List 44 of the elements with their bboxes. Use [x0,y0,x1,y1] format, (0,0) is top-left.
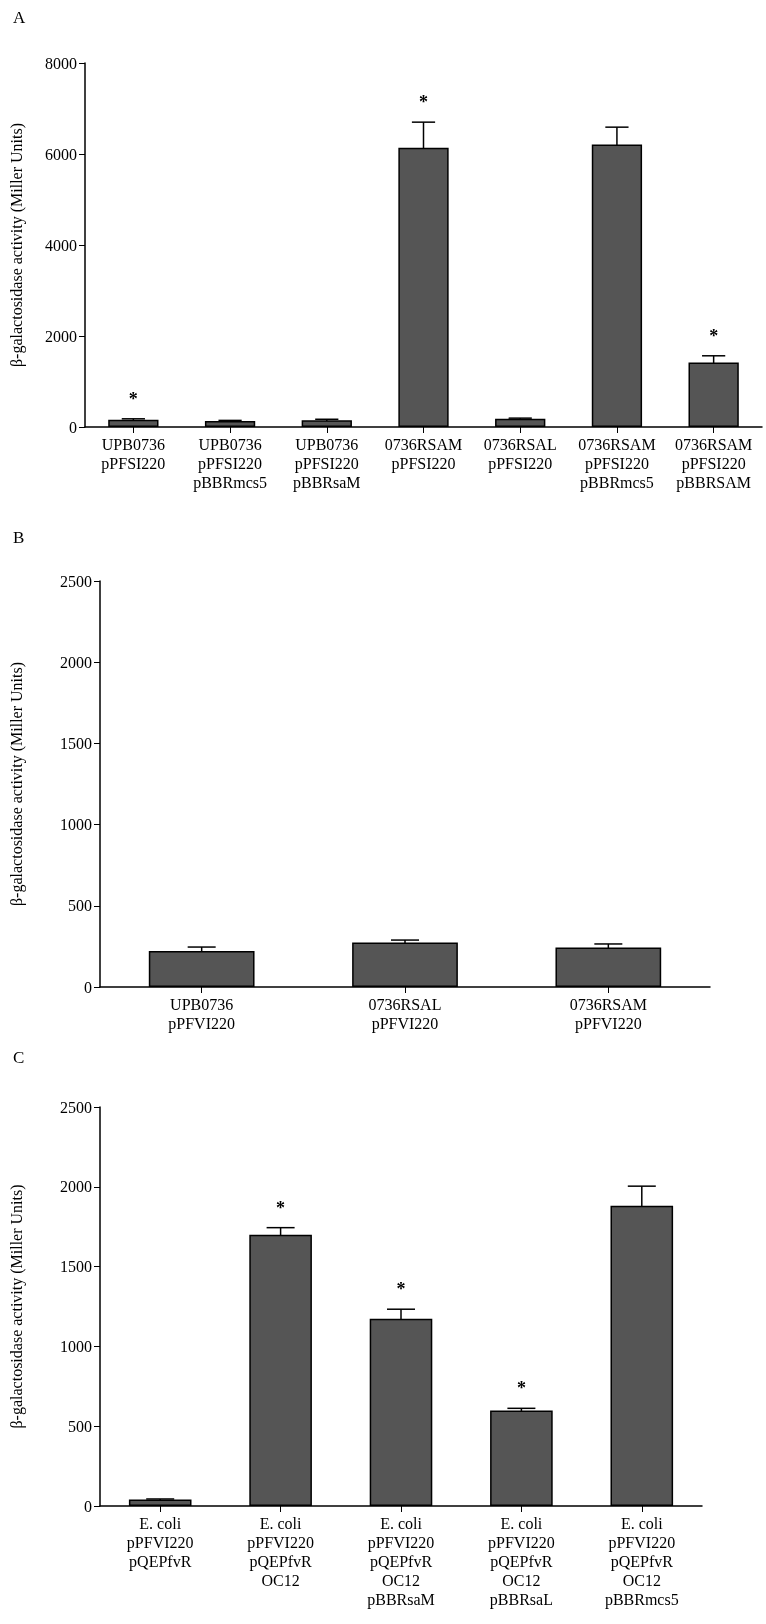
x-tick-label: 0736RSAL pPFVI220 [368,996,442,1033]
annotation: * [276,1197,286,1218]
x-tick-label: UPB0736 pPFVI220 [168,996,236,1033]
chart-title: B [13,528,25,547]
annotation: * [516,1378,526,1399]
annotation: * [419,92,428,113]
x-tick-label: 0736RSAM pPFVI220 [569,996,648,1033]
x-tick-label: E. coli pPFVI220 pQEPfvR OC12 pBBRmcs5 [604,1515,679,1609]
annotation: * [709,325,719,346]
y-tick-label: 2000 [45,327,77,345]
y-tick-label: 6000 [45,145,77,163]
y-tick-label: 4000 [45,236,77,254]
y-axis-title: β-galactosidase activity (Miller Units) [7,661,26,907]
x-tick-label: 0736RSAM pPFSI220 pBBRSAM [674,436,753,492]
y-tick-label: 1000 [60,1337,92,1355]
x-tick-label: UPB0736 pPFSI220 [101,436,166,473]
x-tick-label: UPB0736 pPFSI220 pBBRmcs5 [193,436,267,492]
y-tick-label: 2500 [60,1098,92,1116]
x-tick-label: E. coli pPFVI220 pQEPfvR OC12 [247,1515,314,1589]
chart-title: C [13,1048,25,1067]
y-tick-label: 0 [84,1497,92,1515]
y-axis-title: β-galactosidase activity (Miller Units) [7,122,26,368]
y-tick-label: 500 [68,1417,92,1435]
x-tick-label: 0736RSAM pPFSI220 pBBRmcs5 [578,436,656,492]
y-tick-label: 8000 [45,54,77,72]
annotation: * [128,388,138,409]
x-tick-label: E. coli pPFVI220 pQEPfvR [126,1515,194,1571]
x-tick-label: 0736RSAL pPFSI220 [483,436,557,473]
x-tick-label: E. coli pPFVI220 pQEPfvR OC12 pBBRsaM [367,1515,435,1609]
x-tick-label: E. coli pPFVI220 pQEPfvR OC12 pBBRsaL [488,1515,555,1609]
y-tick-label: 500 [68,897,92,915]
y-axis-title: β-galactosidase activity (Miller Units) [7,1184,26,1429]
y-tick-label: 0 [69,418,77,436]
y-tick-label: 1500 [60,1258,92,1276]
y-tick-label: 2500 [60,572,92,590]
y-tick-label: 1500 [60,734,92,752]
annotation: * [396,1279,406,1300]
y-tick-label: 1000 [60,816,92,834]
y-tick-label: 2000 [60,1178,92,1196]
y-tick-label: 0 [84,978,92,996]
x-tick-label: UPB0736 pPFSI220 pBBRsaM [293,436,361,492]
chart-title: A [13,8,26,27]
y-tick-label: 2000 [60,653,92,671]
x-tick-label: 0736RSAM pPFSI220 [384,436,463,473]
